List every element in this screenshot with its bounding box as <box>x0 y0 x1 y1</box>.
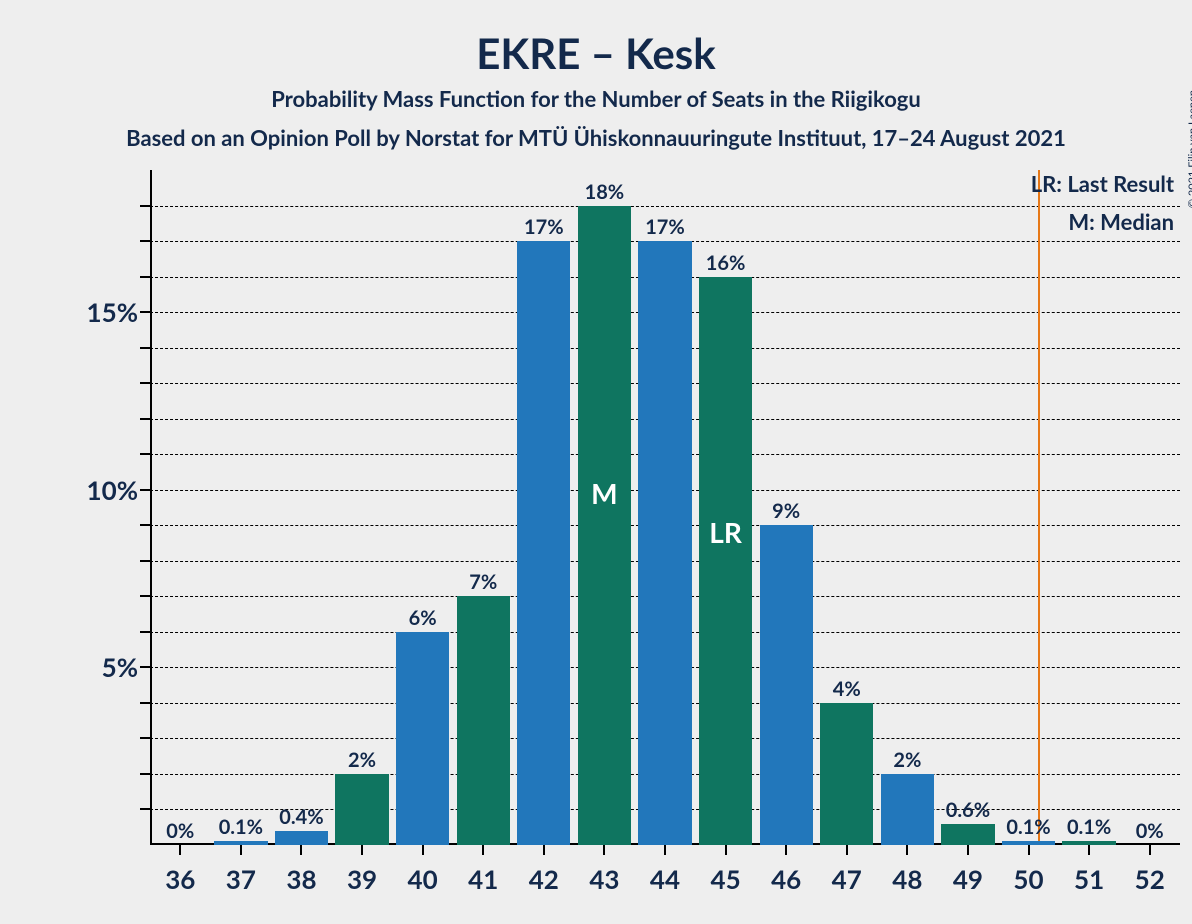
bar: 16%LR <box>699 277 752 845</box>
legend-item: LR: Last Result <box>1031 170 1174 197</box>
x-tick-label: 52 <box>1135 845 1165 895</box>
bar-value-label: 7% <box>469 570 497 596</box>
y-tick <box>140 595 150 597</box>
x-tick-label: 46 <box>771 845 801 895</box>
copyright-text: © 2021 Filip van Laenen <box>1186 90 1192 208</box>
bar: 0.1% <box>1002 841 1055 845</box>
chart-caption: Based on an Opinion Poll by Norstat for … <box>0 124 1192 151</box>
y-tick <box>140 418 150 420</box>
bar-marker: LR <box>709 515 742 549</box>
x-tick-label: 47 <box>832 845 862 895</box>
x-tick-label: 37 <box>226 845 256 895</box>
x-tick-label: 40 <box>408 845 438 895</box>
x-tick-label: 36 <box>165 845 195 895</box>
bar-value-label: 0.1% <box>219 815 263 841</box>
bar: 2% <box>335 774 388 845</box>
y-tick-label: 15% <box>87 296 150 328</box>
bar-value-label: 17% <box>524 215 564 241</box>
y-tick <box>140 205 150 207</box>
bar-value-label: 0% <box>166 819 194 845</box>
bar: 0.1% <box>1062 841 1115 845</box>
x-tick-label: 50 <box>1013 845 1043 895</box>
bar: 17% <box>638 241 691 845</box>
y-tick <box>140 240 150 242</box>
bar-value-label: 6% <box>409 606 437 632</box>
bar: 18%M <box>578 206 631 845</box>
bar: 0.6% <box>941 824 994 845</box>
plot-area: 5%10%15%36373839404142434445464748495051… <box>150 170 1180 845</box>
y-tick <box>140 276 150 278</box>
x-tick-label: 42 <box>529 845 559 895</box>
bar-value-label: 0% <box>1136 819 1164 845</box>
bar: 2% <box>881 774 934 845</box>
y-tick <box>140 524 150 526</box>
bar: 6% <box>396 632 449 845</box>
x-tick-label: 38 <box>286 845 316 895</box>
bar-value-label: 0.1% <box>1006 815 1050 841</box>
y-tick <box>140 560 150 562</box>
x-tick-label: 48 <box>892 845 922 895</box>
bar-value-label: 0.4% <box>279 805 323 831</box>
x-tick-label: 44 <box>650 845 680 895</box>
bar-value-label: 9% <box>772 499 800 525</box>
x-tick-label: 43 <box>589 845 619 895</box>
bar: 9% <box>760 525 813 845</box>
y-tick <box>140 382 150 384</box>
y-tick <box>140 347 150 349</box>
y-tick-label: 10% <box>87 474 150 506</box>
chart-subtitle: Probability Mass Function for the Number… <box>0 85 1192 112</box>
x-tick-label: 39 <box>347 845 377 895</box>
bar: 7% <box>457 596 510 845</box>
x-tick-label: 41 <box>468 845 498 895</box>
bar-value-label: 2% <box>348 748 376 774</box>
x-tick-label: 51 <box>1074 845 1104 895</box>
y-tick-label: 5% <box>102 651 150 683</box>
x-tick-label: 45 <box>710 845 740 895</box>
bar-value-label: 4% <box>833 677 861 703</box>
reference-line <box>1038 170 1040 845</box>
bar-value-label: 2% <box>893 748 921 774</box>
legend-item: M: Median <box>1068 208 1174 235</box>
bar-value-label: 16% <box>706 251 746 277</box>
bar: 17% <box>517 241 570 845</box>
bar-value-label: 0.6% <box>946 798 990 824</box>
y-tick <box>140 737 150 739</box>
minor-gridline <box>150 206 1180 207</box>
y-tick <box>140 808 150 810</box>
bar-value-label: 17% <box>645 215 685 241</box>
chart-title: EKRE – Kesk <box>0 28 1192 78</box>
y-tick <box>140 453 150 455</box>
bar-marker: M <box>591 476 617 510</box>
bar: 4% <box>820 703 873 845</box>
bar: 0.1% <box>214 841 267 845</box>
bar-value-label: 18% <box>585 180 625 206</box>
y-tick <box>140 702 150 704</box>
y-tick <box>140 631 150 633</box>
bar-value-label: 0.1% <box>1067 815 1111 841</box>
y-tick <box>140 773 150 775</box>
x-tick-label: 49 <box>953 845 983 895</box>
bar: 0.4% <box>275 831 328 845</box>
y-axis <box>150 170 152 845</box>
